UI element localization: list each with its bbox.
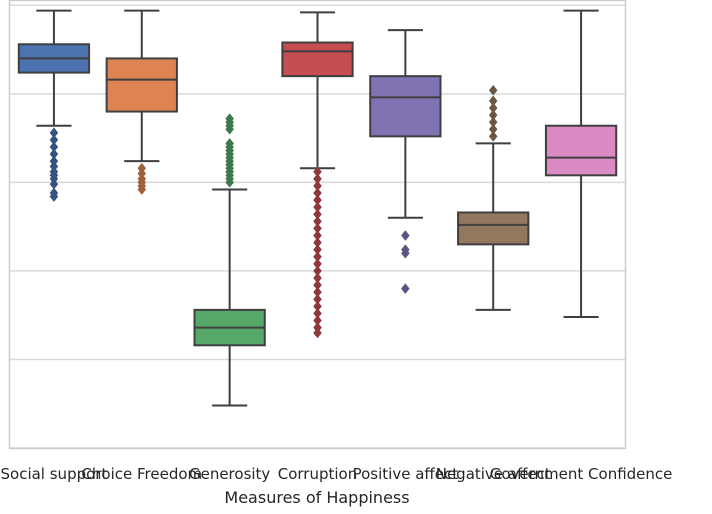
x-tick-label-0: Social support bbox=[1, 465, 108, 483]
outlier-point bbox=[488, 123, 498, 135]
box-6 bbox=[544, 9, 618, 318]
box-0 bbox=[17, 9, 91, 202]
x-tick-label-3: Corruption bbox=[278, 465, 357, 483]
x-tick-label-5: Negative affect bbox=[436, 465, 551, 483]
box-5 bbox=[457, 84, 530, 311]
box-3 bbox=[281, 11, 354, 339]
outlier-point bbox=[488, 116, 498, 128]
x-tick-label-2: Generosity bbox=[189, 465, 270, 483]
outlier-point bbox=[49, 191, 59, 202]
outlier-point bbox=[488, 95, 498, 107]
outlier-point bbox=[401, 230, 410, 241]
box-series bbox=[17, 9, 618, 407]
plot-area-frame bbox=[8, 0, 627, 450]
x-tick-label-6: Government Confidence bbox=[490, 465, 673, 483]
outlier-point bbox=[488, 109, 498, 121]
box-iqr bbox=[544, 124, 618, 177]
outlier-point bbox=[488, 130, 498, 142]
x-axis-label: Measures of Happiness bbox=[224, 488, 409, 507]
box-iqr bbox=[457, 211, 530, 246]
box-iqr bbox=[105, 57, 178, 113]
outlier-point bbox=[488, 84, 498, 96]
outlier-point bbox=[401, 283, 410, 295]
outlier-point bbox=[488, 102, 498, 114]
box-iqr bbox=[369, 75, 442, 138]
box-iqr bbox=[281, 41, 354, 78]
x-tick-label-1: Choice Freedom bbox=[81, 465, 202, 483]
box-2 bbox=[193, 113, 266, 407]
outlier-point bbox=[225, 113, 234, 125]
outlier-point bbox=[137, 184, 147, 195]
box-1 bbox=[105, 9, 178, 195]
outlier-point bbox=[401, 247, 410, 259]
outlier-point bbox=[313, 327, 322, 339]
outlier-point bbox=[225, 138, 234, 149]
x-tick-label-4: Positive affect bbox=[353, 465, 459, 483]
box-4 bbox=[369, 29, 442, 295]
